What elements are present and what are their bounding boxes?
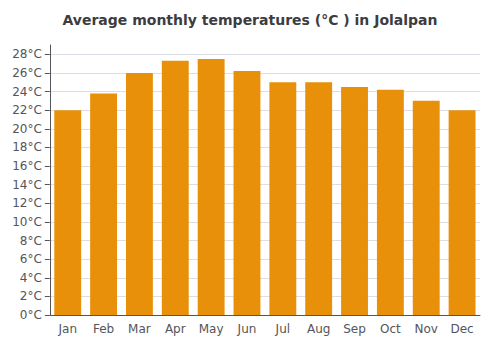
svg-text:Sep: Sep — [343, 322, 366, 336]
svg-text:12°C: 12°C — [12, 196, 42, 210]
svg-text:Dec: Dec — [450, 322, 473, 336]
svg-text:2°C: 2°C — [20, 289, 42, 303]
svg-text:20°C: 20°C — [12, 122, 42, 136]
svg-text:May: May — [199, 322, 224, 336]
svg-text:16°C: 16°C — [12, 159, 42, 173]
svg-text:8°C: 8°C — [20, 234, 42, 248]
svg-text:26°C: 26°C — [12, 66, 42, 80]
svg-text:6°C: 6°C — [20, 252, 42, 266]
svg-text:Jan: Jan — [57, 322, 77, 336]
svg-text:Average monthly temperatures (: Average monthly temperatures (°C ) in Jo… — [62, 12, 437, 28]
svg-text:Feb: Feb — [93, 322, 114, 336]
svg-text:Nov: Nov — [415, 322, 438, 336]
svg-text:18°C: 18°C — [12, 140, 42, 154]
svg-text:Aug: Aug — [307, 322, 330, 336]
svg-text:4°C: 4°C — [20, 271, 42, 285]
svg-text:Mar: Mar — [128, 322, 151, 336]
svg-text:Jun: Jun — [237, 322, 257, 336]
svg-text:0°C: 0°C — [20, 308, 42, 322]
svg-text:10°C: 10°C — [12, 215, 42, 229]
svg-text:14°C: 14°C — [12, 178, 42, 192]
svg-text:Oct: Oct — [380, 322, 401, 336]
svg-text:28°C: 28°C — [12, 47, 42, 61]
svg-text:24°C: 24°C — [12, 85, 42, 99]
svg-text:Apr: Apr — [165, 322, 186, 336]
svg-text:22°C: 22°C — [12, 103, 42, 117]
svg-text:Jul: Jul — [275, 322, 290, 336]
